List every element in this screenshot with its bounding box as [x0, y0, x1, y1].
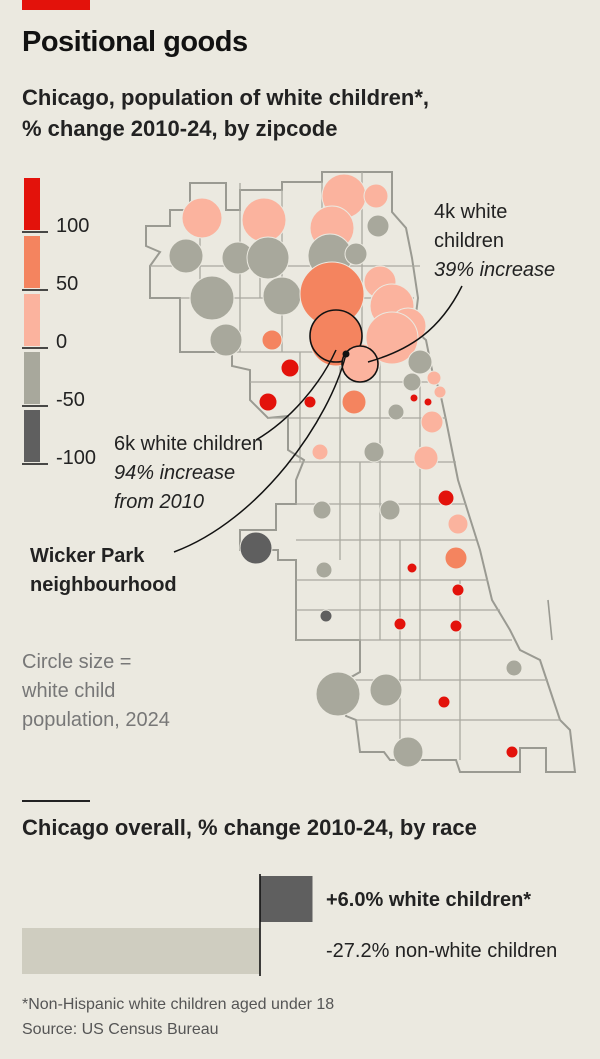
- wicker-park-dot: [342, 350, 350, 358]
- highlight-circle-4k: [341, 345, 379, 383]
- zip-circle: [449, 619, 463, 633]
- zip-circle: [344, 242, 368, 266]
- zip-circle: [258, 392, 278, 412]
- legend-tick-label: 100: [56, 215, 89, 237]
- footnote-source: Source: US Census Bureau: [22, 1021, 219, 1038]
- zip-circle: [239, 531, 273, 565]
- zip-circle: [392, 736, 424, 768]
- footnote: *Non-Hispanic white children aged under …: [22, 992, 334, 1042]
- bar-non-white-children: [22, 928, 260, 974]
- color-legend: 100 50 0 -50 -100: [22, 178, 96, 469]
- zip-circle: [369, 673, 403, 707]
- zip-circles: [168, 173, 523, 768]
- city-outline: [145, 171, 577, 773]
- zip-circle: [393, 617, 407, 631]
- zip-circle: [280, 358, 300, 378]
- zip-circle: [363, 183, 389, 209]
- zip-circle: [437, 489, 455, 507]
- zip-circle: [413, 445, 439, 471]
- subtitle-line-1: Chicago, population of white children*,: [22, 85, 429, 110]
- zip-circle: [444, 546, 468, 570]
- zip-circle: [341, 389, 367, 415]
- brand-bar: [22, 0, 90, 10]
- section-divider: [22, 800, 90, 802]
- bar-label-nonwhite: -27.2% non-white children: [326, 940, 558, 962]
- zip-circle: [437, 695, 451, 709]
- legend-tick-label: -50: [56, 389, 85, 411]
- leader-wicker: [173, 353, 347, 553]
- chart-subtitle: Chicago, population of white children*, …: [22, 82, 582, 144]
- zip-circle: [363, 441, 385, 463]
- zip-circle: [311, 443, 329, 461]
- legend-tick-label: -100: [56, 447, 96, 469]
- annotation-wicker-line2: neighbourhood: [30, 574, 177, 596]
- zip-circle: [319, 609, 333, 623]
- legend-bin: [24, 352, 40, 404]
- bar-label-white: +6.0% white children*: [326, 889, 532, 911]
- zip-circle: [379, 499, 401, 521]
- shore-fragment: [547, 599, 553, 641]
- zip-circle: [181, 197, 223, 239]
- bar-white-children: [260, 876, 313, 922]
- zip-circle: [451, 583, 465, 597]
- annotation-4k-line2: children: [434, 230, 505, 252]
- zip-circle: [303, 395, 317, 409]
- zip-circle: [433, 385, 447, 399]
- zip-circle: [365, 311, 419, 365]
- size-note-line2: white child: [22, 680, 116, 702]
- circle-size-note: Circle size = white child population, 20…: [22, 648, 222, 735]
- legend-bin: [24, 236, 40, 288]
- zip-circle: [241, 197, 287, 243]
- subtitle-line-2: % change 2010-24, by zipcode: [22, 116, 338, 141]
- bars-title: Chicago overall, % change 2010-24, by ra…: [22, 815, 477, 840]
- zip-circle: [366, 214, 390, 238]
- annotation-6k-line3: from 2010: [114, 491, 205, 513]
- zip-circle: [505, 745, 519, 759]
- legend-bin: [24, 178, 40, 230]
- zip-circle: [209, 323, 243, 357]
- zip-circle: [315, 561, 333, 579]
- size-note-line1: Circle size =: [22, 651, 132, 673]
- zip-circle: [315, 671, 361, 717]
- annotation-wicker-park: Wicker Park neighbourhood: [30, 542, 177, 600]
- zip-circle: [262, 276, 302, 316]
- legend-bin: [24, 294, 40, 346]
- zip-circle: [261, 329, 283, 351]
- size-note-line3: population, 2024: [22, 709, 170, 731]
- zip-circle: [312, 500, 332, 520]
- annotation-4k-line1: 4k white: [434, 201, 508, 223]
- annotation-6k: 6k white children 94% increase from 2010: [114, 430, 263, 517]
- zip-circle: [409, 393, 419, 403]
- footnote-note: *Non-Hispanic white children aged under …: [22, 996, 335, 1013]
- zip-circle: [420, 410, 444, 434]
- race-bar-chart: [22, 874, 313, 976]
- legend-bin: [24, 410, 40, 462]
- zip-circle: [426, 370, 442, 386]
- zip-circle: [423, 397, 433, 407]
- zip-circle: [387, 403, 405, 421]
- zip-circle: [407, 349, 433, 375]
- zip-circle: [505, 659, 523, 677]
- annotation-4k-line3: 39% increase: [434, 259, 556, 281]
- zip-circle: [246, 236, 290, 280]
- zip-circle: [402, 372, 422, 392]
- annotation-6k-line2: 94% increase: [114, 462, 236, 484]
- chart-title: Positional goods: [22, 26, 248, 58]
- zipcode-map: 100 50 0 -50 -100: [22, 171, 577, 773]
- zip-circle: [447, 513, 469, 535]
- annotation-4k: 4k white children 39% increase: [434, 198, 555, 285]
- leader-4k: [367, 285, 463, 363]
- leader-6k: [255, 349, 337, 441]
- legend-tick-label: 0: [56, 331, 67, 353]
- legend-tick-label: 50: [56, 273, 78, 295]
- zip-circle: [406, 562, 418, 574]
- zip-circle: [168, 238, 204, 274]
- annotation-wicker-line1: Wicker Park: [30, 545, 145, 567]
- zip-circle: [189, 275, 235, 321]
- annotation-6k-line1: 6k white children: [114, 433, 263, 455]
